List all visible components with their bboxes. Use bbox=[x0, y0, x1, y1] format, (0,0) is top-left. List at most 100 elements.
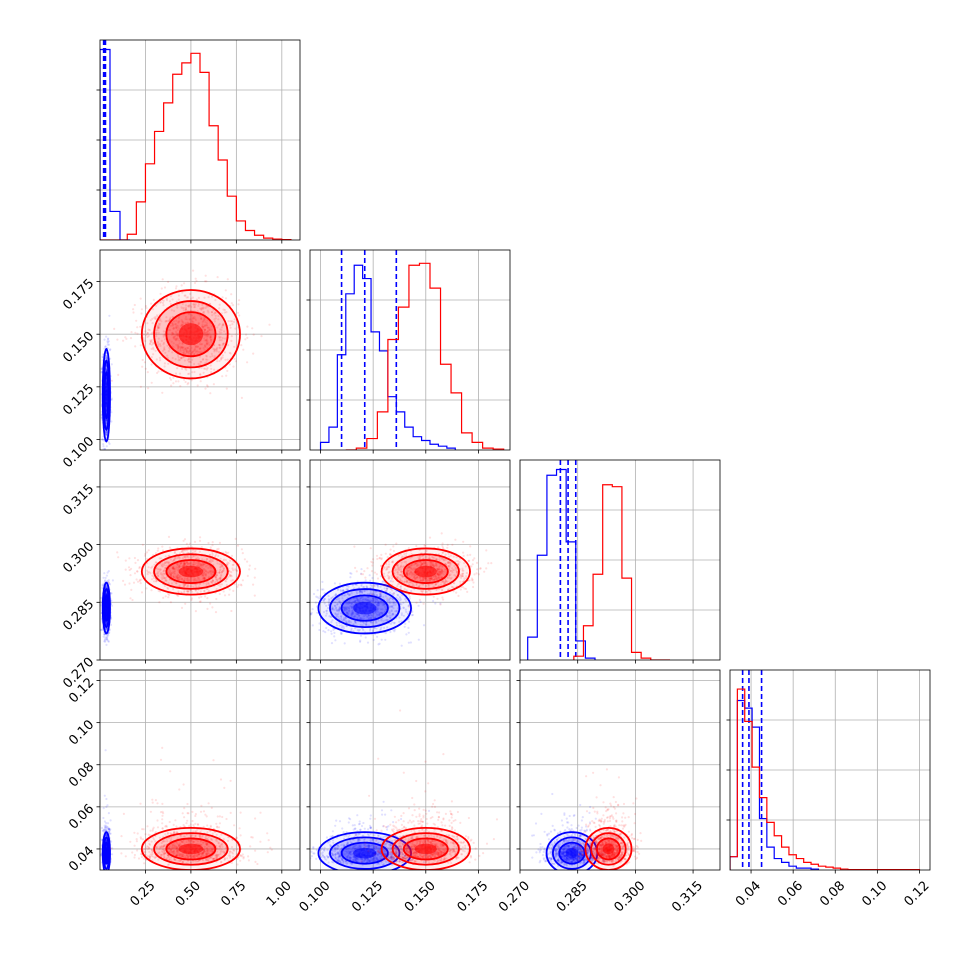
scatter-point bbox=[388, 602, 391, 605]
scatter-point bbox=[390, 587, 393, 590]
scatter-point bbox=[176, 306, 179, 309]
scatter-point bbox=[471, 579, 474, 582]
scatter-point bbox=[184, 556, 187, 559]
scatter-point bbox=[345, 611, 348, 614]
scatter-point bbox=[147, 549, 150, 552]
scatter-point bbox=[176, 333, 179, 336]
scatter-point bbox=[182, 564, 185, 567]
scatter-point bbox=[230, 571, 233, 574]
y-tick-label: 0.150 bbox=[60, 329, 97, 366]
scatter-point bbox=[107, 441, 110, 444]
scatter-point bbox=[226, 563, 229, 566]
scatter-point bbox=[214, 299, 217, 302]
scatter-point bbox=[230, 575, 233, 578]
scatter-point bbox=[448, 555, 451, 558]
scatter-point bbox=[165, 299, 169, 302]
scatter-point bbox=[369, 547, 372, 550]
scatter-point bbox=[330, 607, 333, 610]
scatter-point bbox=[176, 577, 179, 580]
scatter-point bbox=[407, 620, 411, 623]
scatter-point bbox=[371, 576, 374, 580]
scatter-point bbox=[370, 599, 373, 603]
scatter-point bbox=[360, 590, 364, 593]
scatter-point bbox=[206, 339, 209, 342]
scatter-point bbox=[475, 572, 478, 575]
scatter-point bbox=[176, 324, 179, 327]
scatter-point bbox=[206, 385, 209, 388]
scatter-point bbox=[198, 579, 201, 582]
scatter-point bbox=[203, 318, 206, 321]
scatter-point bbox=[391, 605, 394, 609]
scatter-point bbox=[351, 611, 355, 614]
scatter-point bbox=[169, 558, 172, 561]
scatter-point bbox=[413, 576, 416, 579]
scatter-point bbox=[361, 627, 364, 630]
scatter-point bbox=[203, 328, 206, 331]
scatter-point bbox=[205, 588, 208, 591]
scatter-point bbox=[415, 562, 418, 565]
scatter-point bbox=[417, 561, 420, 564]
scatter-point bbox=[209, 553, 212, 556]
scatter-point bbox=[106, 343, 109, 346]
scatter-point bbox=[164, 595, 167, 598]
scatter-point bbox=[189, 361, 192, 364]
scatter-point bbox=[364, 623, 368, 626]
scatter-point bbox=[105, 637, 108, 641]
scatter-point bbox=[343, 609, 346, 612]
scatter-point bbox=[187, 562, 190, 565]
scatter-point bbox=[448, 574, 451, 577]
scatter-point bbox=[376, 608, 379, 611]
scatter-point bbox=[196, 577, 199, 580]
scatter-point bbox=[177, 359, 180, 362]
scatter-point bbox=[157, 370, 160, 373]
scatter-point bbox=[188, 350, 191, 353]
scatter-point bbox=[182, 564, 185, 567]
scatter-point bbox=[404, 608, 407, 611]
scatter-point bbox=[376, 610, 379, 613]
scatter-point bbox=[191, 563, 194, 566]
scatter-point bbox=[379, 592, 382, 596]
scatter-point bbox=[192, 269, 195, 272]
scatter-point bbox=[311, 624, 314, 627]
scatter-point bbox=[336, 598, 339, 601]
scatter-point bbox=[364, 613, 368, 617]
scatter-point bbox=[198, 550, 201, 553]
scatter-point bbox=[176, 332, 179, 335]
scatter-point bbox=[268, 323, 271, 326]
scatter-point bbox=[144, 339, 147, 343]
scatter-point bbox=[195, 349, 198, 352]
scatter-point bbox=[205, 324, 208, 327]
scatter-point bbox=[210, 311, 214, 314]
scatter-point bbox=[226, 369, 229, 372]
scatter-point bbox=[192, 585, 195, 589]
scatter-point bbox=[173, 572, 177, 575]
scatter-point bbox=[203, 590, 206, 593]
scatter-point bbox=[330, 597, 333, 600]
scatter-point bbox=[194, 345, 197, 348]
scatter-point bbox=[149, 340, 153, 343]
scatter-point bbox=[447, 561, 450, 564]
scatter-point bbox=[410, 589, 413, 593]
scatter-point bbox=[251, 327, 254, 330]
scatter-point bbox=[410, 571, 413, 574]
scatter-point bbox=[102, 447, 105, 450]
scatter-point bbox=[105, 355, 108, 358]
scatter-point bbox=[222, 569, 225, 572]
scatter-point bbox=[324, 631, 327, 634]
scatter-point bbox=[105, 430, 108, 433]
scatter-point bbox=[347, 612, 350, 615]
scatter-point bbox=[220, 331, 223, 334]
scatter-point bbox=[363, 598, 366, 601]
scatter-point bbox=[188, 345, 191, 348]
scatter-point bbox=[343, 642, 346, 645]
scatter-point bbox=[359, 599, 362, 603]
scatter-point bbox=[217, 554, 220, 558]
scatter-point bbox=[141, 365, 144, 368]
scatter-point bbox=[355, 570, 358, 573]
scatter-point bbox=[107, 337, 110, 340]
scatter-point bbox=[328, 602, 331, 605]
scatter-point bbox=[214, 554, 217, 557]
scatter-point bbox=[225, 374, 228, 377]
scatter-point bbox=[454, 566, 457, 570]
scatter-point bbox=[230, 609, 233, 613]
